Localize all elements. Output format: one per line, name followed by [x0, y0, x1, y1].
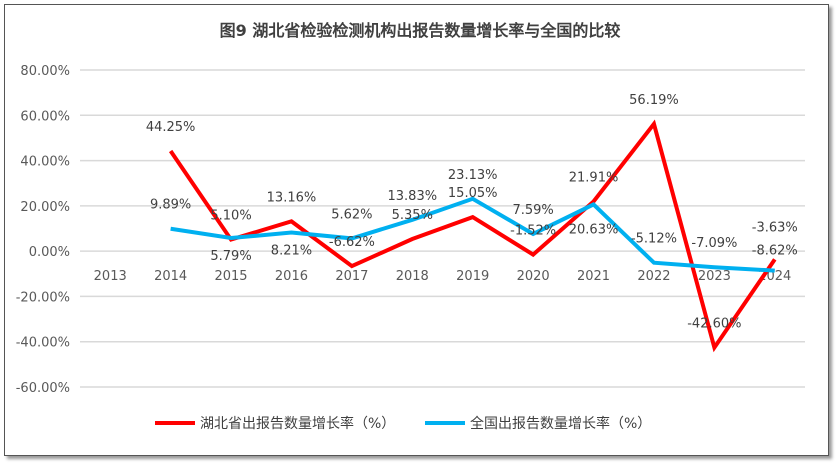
x-tick-label: 2021 [577, 269, 610, 284]
data-label: 8.21% [271, 244, 312, 259]
x-tick-label: 2022 [637, 269, 670, 284]
data-label: 13.16% [267, 190, 317, 205]
y-tick-label: -40.00% [16, 336, 70, 351]
data-label: 9.89% [150, 198, 191, 213]
data-label: 13.83% [388, 189, 438, 204]
x-tick-label: 2017 [335, 269, 368, 284]
data-label: -42.60% [687, 317, 741, 332]
y-tick-label: -60.00% [16, 381, 70, 396]
data-label: 44.25% [146, 120, 196, 135]
legend-label-1: 湖北省出报告数量增长率（%） [200, 415, 395, 432]
data-label: 5.35% [392, 208, 433, 223]
x-tick-label: 2018 [396, 269, 429, 284]
y-tick-label: 80.00% [20, 64, 70, 79]
data-label: -5.12% [631, 232, 677, 247]
y-tick-label: -20.00% [16, 290, 70, 305]
chart-frame [4, 4, 829, 456]
data-label: -7.09% [691, 236, 737, 251]
x-tick-label: 2016 [275, 269, 308, 284]
data-label: -3.63% [752, 220, 798, 235]
data-label: -8.62% [752, 244, 798, 259]
data-label: 5.10% [210, 209, 251, 224]
data-label: 23.13% [448, 168, 498, 183]
data-label: 15.05% [448, 186, 498, 201]
x-tick-label: 2013 [94, 269, 127, 284]
data-label: 20.63% [569, 222, 619, 237]
data-label: 5.79% [210, 249, 251, 264]
series-line-2 [170, 196, 775, 273]
x-tick-label: 2014 [154, 269, 187, 284]
data-label: 56.19% [629, 93, 679, 108]
chart-title: 图9 湖北省检验检测机构出报告数量增长率与全国的比较 [220, 21, 621, 40]
legend-label-2: 全国出报告数量增长率（%） [470, 415, 651, 432]
x-tick-label: 2019 [456, 269, 489, 284]
data-label: 5.62% [331, 207, 372, 222]
data-label: 21.91% [569, 171, 619, 186]
y-tick-label: 0.00% [29, 245, 70, 260]
y-tick-label: 40.00% [20, 155, 70, 170]
data-label: -6.62% [329, 235, 375, 250]
x-tick-label: 2015 [214, 269, 247, 284]
y-tick-label: 20.00% [20, 200, 70, 215]
data-label: 7.59% [512, 203, 553, 218]
x-tick-label: 2023 [698, 269, 731, 284]
y-tick-label: 60.00% [20, 109, 70, 124]
x-tick-label: 2020 [517, 269, 550, 284]
data-label: -1.52% [510, 224, 556, 239]
series-line-1 [168, 119, 777, 353]
